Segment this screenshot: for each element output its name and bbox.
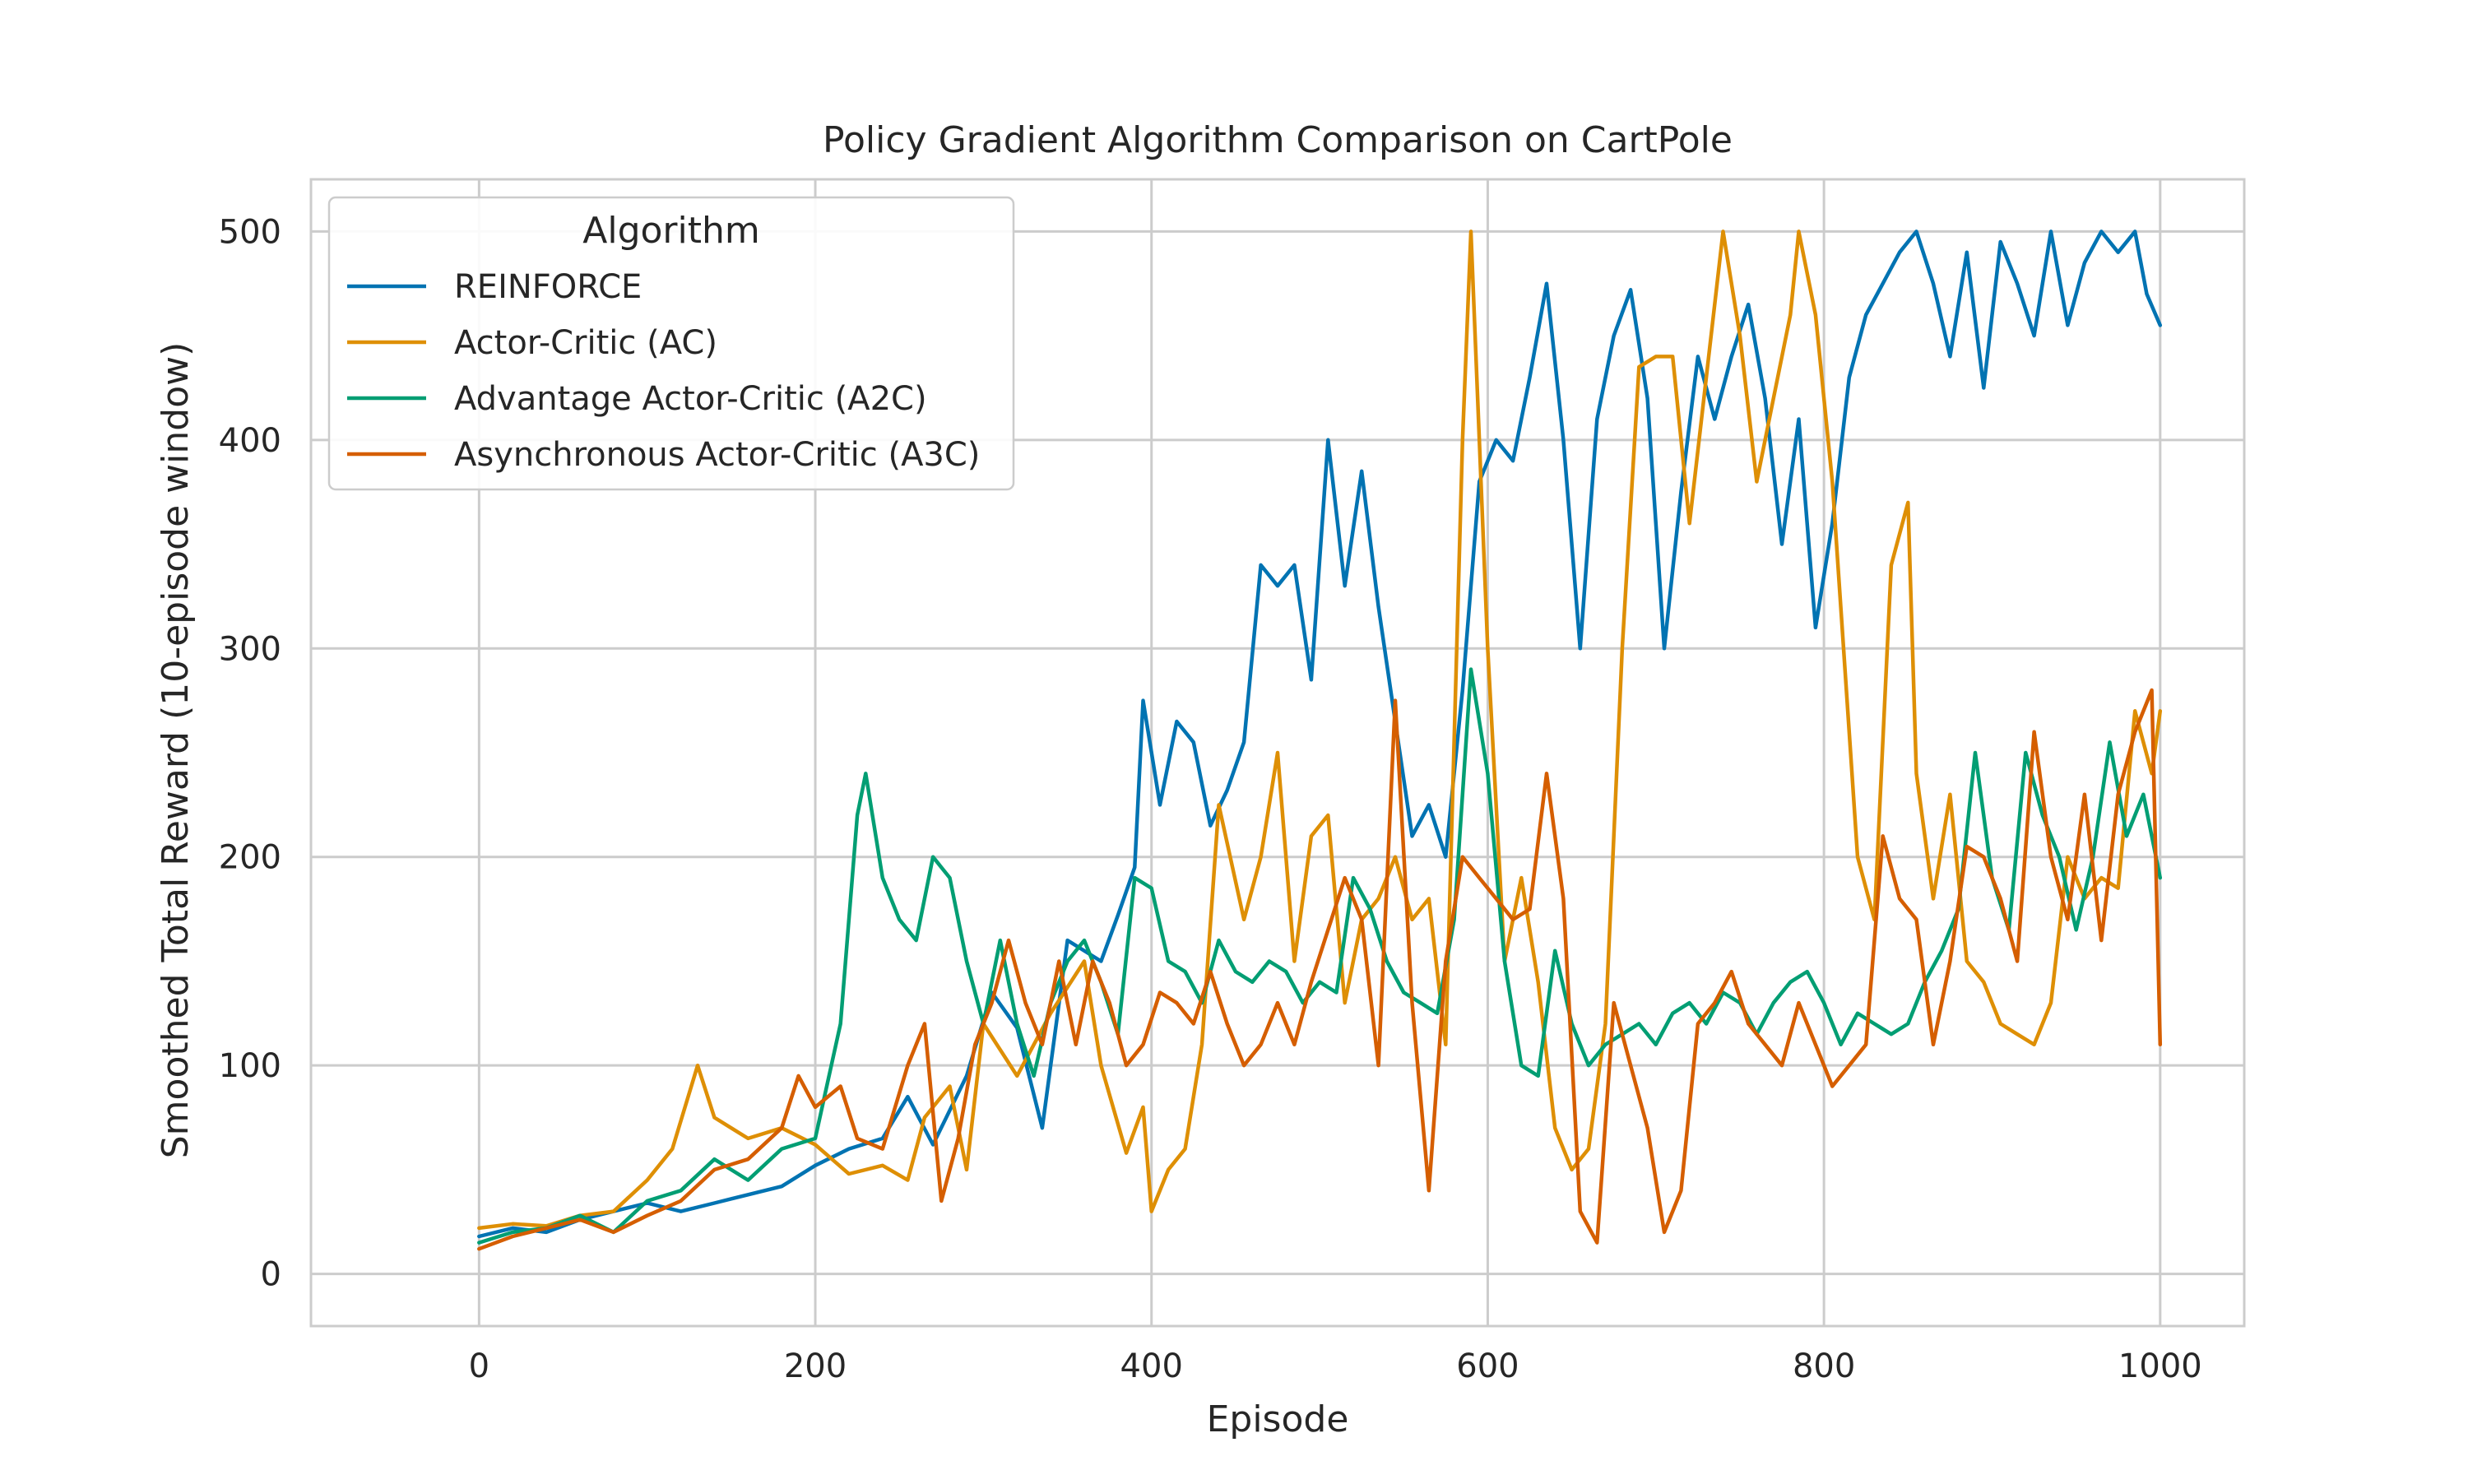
y-tick-label: 500 [219, 213, 281, 251]
y-tick-label: 0 [261, 1256, 281, 1294]
legend: Algorithm REINFORCE Actor-Critic (AC) Adva… [327, 196, 1015, 491]
series-line-2 [477, 230, 2163, 1231]
x-axis-label: Episode [1207, 1398, 1349, 1440]
y-tick-label: 200 [219, 839, 281, 877]
x-tick-label: 1000 [2118, 1347, 2202, 1385]
legend-label: REINFORCE [454, 268, 642, 306]
series-line-3 [477, 667, 2163, 1245]
series-line-1 [477, 230, 2163, 1239]
x-tick-label: 0 [469, 1347, 489, 1385]
legend-label: Actor-Critic (AC) [454, 324, 717, 362]
x-tick-label: 600 [1456, 1347, 1519, 1385]
legend-title: Algorithm [582, 210, 760, 252]
chart-title: Policy Gradient Algorithm Comparison on … [823, 119, 1733, 161]
plot-frame [309, 178, 2246, 1328]
series-lines [477, 230, 2163, 1251]
x-tick-label: 800 [1793, 1347, 1855, 1385]
axis-ticks: 0 200 400 600 800 1000 0 100 200 300 400 500 [219, 213, 2202, 1385]
x-tick-label: 400 [1120, 1347, 1183, 1385]
x-tick-label: 200 [784, 1347, 847, 1385]
y-axis-label: Smoothed Total Reward (10-episode window… [155, 342, 197, 1159]
y-tick-label: 400 [219, 422, 281, 460]
y-tick-label: 100 [219, 1047, 281, 1085]
legend-label: Asynchronous Actor-Critic (A3C) [454, 436, 980, 474]
legend-box [327, 196, 1015, 491]
y-tick-label: 300 [219, 630, 281, 668]
series-line-4 [477, 688, 2163, 1251]
legend-entries: REINFORCE Actor-Critic (AC) Advantage Acto… [347, 268, 980, 474]
legend-label: Advantage Actor-Critic (A2C) [454, 380, 927, 418]
